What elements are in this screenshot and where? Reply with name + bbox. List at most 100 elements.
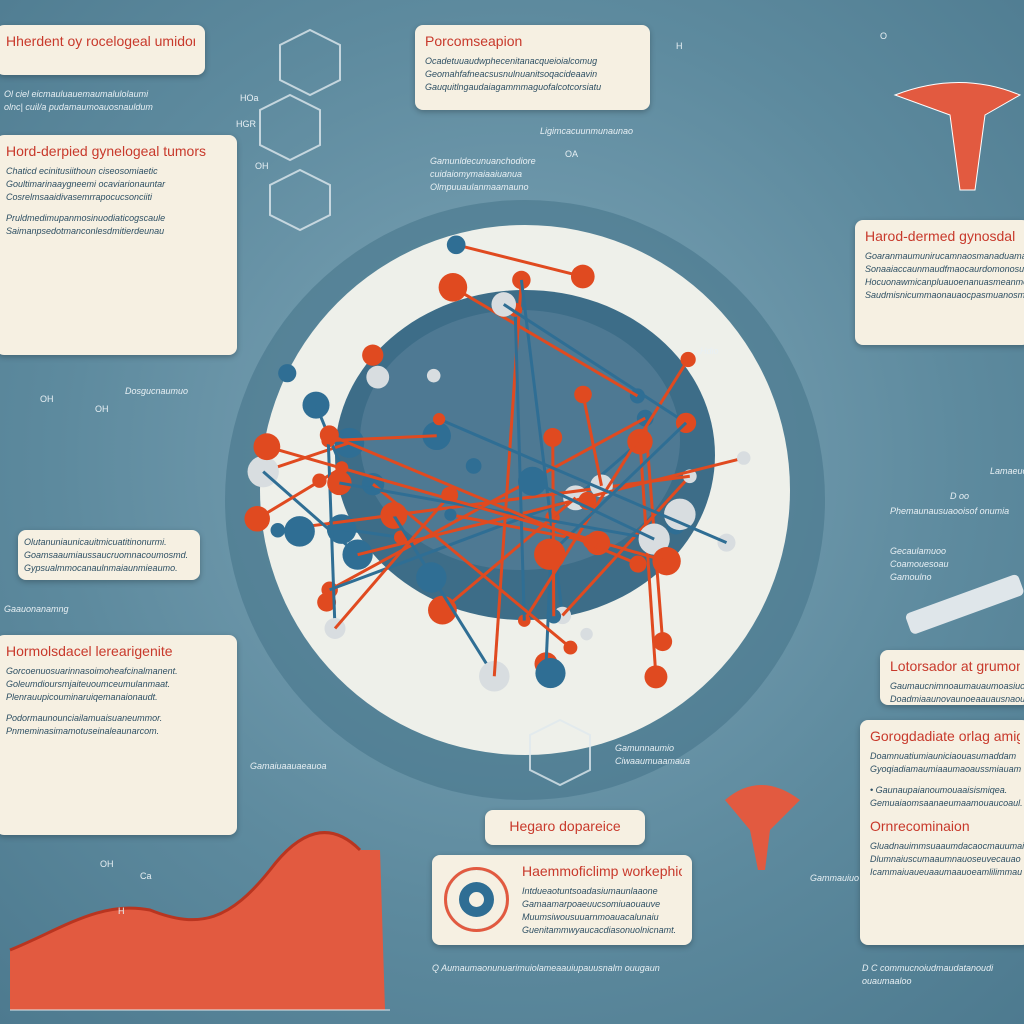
panel-title: Lotorsador at grumon (890, 658, 1020, 674)
bond (513, 309, 526, 621)
bond (548, 421, 688, 556)
chem-label: OA (565, 149, 579, 159)
panel-9: Lotorsador at grumon Gaumaucnimnoaumauau… (880, 650, 1024, 705)
bond (262, 470, 359, 556)
label: D oo (950, 491, 970, 501)
label: Phemaunausuaooisof onumia (890, 506, 1010, 516)
bond (638, 441, 658, 677)
panel-title: Ornrecominaion (870, 818, 970, 834)
caption: Ol ciel eicmauluauemaumalulolaumi olnc| c… (4, 88, 153, 114)
bond (256, 466, 343, 521)
atom-node (465, 458, 482, 474)
panel-text: Ocadetuuaudwphecenitanacqueioialcomug Geo… (425, 56, 602, 92)
atom-node (517, 466, 547, 496)
bond (438, 417, 728, 545)
caption-line: olnc| cuil/a pudamaumoauosnauldum (4, 102, 153, 112)
panel-title: Hherdent oy rocelogeal umidor (6, 33, 195, 49)
atom-node (736, 451, 751, 465)
label: Lamaeuo (990, 466, 1024, 476)
atom-node (580, 627, 593, 641)
footer-note: D C commucnoiudmaudatanoudi ouaumaaloo (862, 963, 994, 986)
bond (561, 475, 691, 617)
panel-4: Harod-dermed gynosdal Goaranmaumunirucam… (855, 220, 1024, 345)
chem-label: HOa (240, 93, 259, 103)
label: Gammauiuo (810, 873, 860, 883)
footer-note: Q Aumaumaonunuarimuiolameaauiupauusnalm … (432, 963, 660, 973)
atom-icon (444, 867, 509, 932)
label: Hdio (700, 346, 719, 356)
atom-node (534, 538, 566, 570)
atom-node (366, 365, 390, 389)
bond (333, 494, 451, 630)
chart-label: OH (100, 859, 114, 869)
panel-text: GaumaucnimnoaumauaumoasiuoauceDoadmiaaun… (890, 681, 1024, 704)
atom-node (664, 498, 696, 531)
bond (328, 434, 437, 443)
panel-text: Olutanuniaunicauitmicuatitinonurmi. Goams… (24, 537, 189, 573)
label: Ligimcacuunmunaunao (540, 126, 634, 136)
panel-text: Goaranmaumunirucamnaosmanaduamaou Sonaaia… (865, 251, 1024, 300)
chart-label: Ca (140, 871, 152, 881)
panel-text: • Gaunaupaianoumouaaisismiqea. Gemuaiaoms… (870, 785, 1023, 808)
bond (531, 479, 655, 541)
bond (266, 445, 668, 563)
atom-node (278, 364, 297, 383)
atom-node (629, 555, 647, 573)
bond (581, 394, 603, 487)
panel-text: Gluadnauimmsuaaumdacaocmauumaio Dlumnaius… (870, 841, 1024, 877)
area-line (9, 831, 362, 952)
panel-1: Hherdent oy rocelogeal umidor (0, 25, 205, 75)
label: Gamunldecunuanchodiore cuidaiomymaiaaiuan… (430, 156, 536, 192)
area-series (10, 832, 385, 1010)
panel-title: Hord-derpied gynelogeal tumors (6, 143, 206, 159)
atom-node (244, 506, 270, 532)
panel-title: Porcomseapion (425, 33, 523, 49)
panel-text: Podormaunounciailamuaisuaneummor. Pnmemin… (6, 713, 163, 736)
bond (372, 483, 572, 649)
panel-text: Chaticd ecinitusiithoun ciseosomiaetic Go… (6, 166, 166, 202)
chem-label: H (676, 41, 683, 51)
panel-title: Harod-dermed gynosdal (865, 228, 1016, 244)
caption-line: Ol ciel eicmauluauemaumalulolaumi (4, 89, 149, 99)
chem-label: OH (255, 161, 269, 171)
panel-7: Hegaro dopareice (485, 810, 645, 845)
panel-title: Hegaro dopareice (509, 818, 621, 834)
atom-node (253, 433, 281, 461)
atom-node (270, 522, 286, 538)
chem-label: OH (40, 394, 54, 404)
panel-title: Hormolsdacel lerearigenite (6, 643, 173, 659)
atom-node (444, 508, 457, 521)
chem-label: O (880, 31, 888, 41)
atom-node (543, 428, 563, 447)
atom-node (535, 658, 566, 689)
panel-text: Gorcoenuosuarinnasoimoheafcinalmanent. Go… (6, 666, 178, 702)
bond (326, 440, 337, 629)
panel-5: Olutanuniaunicauitmicuatitinonurmi. Goams… (18, 530, 200, 580)
hexagon-structure (259, 28, 591, 787)
atom-node (446, 235, 466, 255)
panel-3: Porcomseapion Ocadetuuaudwphecenitanacqu… (415, 25, 650, 110)
bond (329, 496, 577, 592)
syringe-icon (905, 574, 1024, 634)
bond (357, 456, 745, 557)
atom-node (284, 516, 315, 547)
molecule-nodes (244, 235, 751, 692)
bond (502, 303, 687, 425)
panel-title: Haemmoficlimp workephio (522, 863, 682, 879)
panel-6: Hormolsdacel lerearigenite Gorcoenuosuar… (0, 635, 237, 835)
panel-10: Gorogdadiate orlag amig Doamnuatiumiauni… (860, 720, 1024, 945)
atom-node (479, 660, 510, 692)
bond (341, 527, 401, 539)
label: Dosgucnaumuo (125, 386, 189, 396)
label: Gecaulamuoo Coamouesoau Gamoulno (890, 546, 949, 582)
panel-2: Hord-derpied gynelogeal tumors Chaticd e… (0, 135, 237, 355)
chart-area (9, 831, 390, 1011)
chart-label: H (118, 906, 125, 916)
bond (455, 243, 584, 278)
label: Gaauonanamng (4, 604, 69, 614)
label: Gamaiuaauaeauoa (250, 761, 327, 771)
atom-node (563, 640, 578, 655)
atom-node (426, 368, 441, 383)
atom-node (432, 413, 446, 426)
